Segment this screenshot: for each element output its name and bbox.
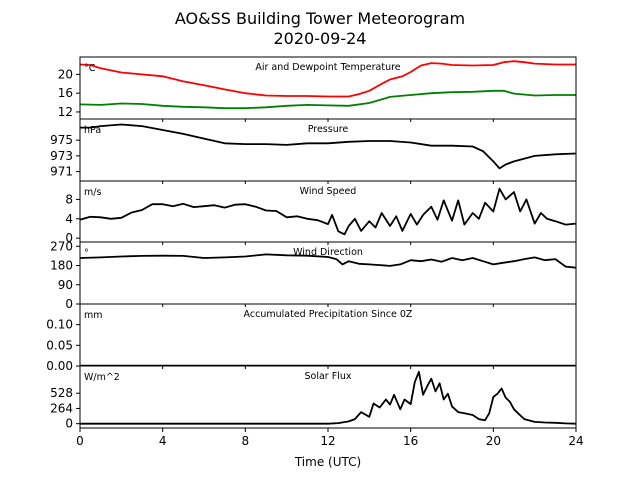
series-line-wind_speed-0 (80, 187, 576, 236)
panel-title: Accumulated Precipitation Since 0Z (244, 309, 413, 320)
y-tick-label: 971 (50, 165, 73, 179)
panel-temp: 20 16 12 °C Air and Dewpoint Temperature (58, 56, 577, 122)
y-tick-label: 0.00 (46, 359, 73, 373)
y-tick-label: 528 (50, 386, 73, 400)
panel-wind_speed: 8 4 0 m/s Wind Speed (65, 180, 577, 245)
x-tick-label: 16 (403, 434, 418, 448)
panel-pressure: 975 973 971 hPa Pressure (50, 118, 577, 184)
y-tick-label: 20 (58, 67, 73, 81)
y-tick-label: 973 (50, 149, 73, 163)
panel-unit: W/m^2 (84, 372, 120, 383)
x-tick-label: 4 (159, 434, 167, 448)
y-tick-label: 90 (58, 278, 73, 292)
y-tick-label: 0 (65, 297, 73, 311)
series-line-pressure-0 (80, 123, 576, 170)
y-tick-label: 180 (50, 259, 73, 273)
panel-title: Pressure (308, 124, 349, 135)
y-tick-label: 8 (65, 192, 73, 206)
panel-title: Air and Dewpoint Temperature (255, 62, 400, 73)
y-tick-label: 264 (50, 401, 73, 415)
panel-wind_dir: 270 180 90 0 ° Wind Direction (50, 239, 577, 311)
y-tick-label: 975 (50, 133, 73, 147)
panel-title: Wind Direction (293, 247, 363, 258)
y-tick-label: 270 (50, 239, 73, 253)
series-line-temp-1 (80, 89, 576, 110)
x-tick-label: 8 (242, 434, 250, 448)
x-tick-label: 24 (568, 434, 583, 448)
series-line-temp-0 (80, 60, 576, 98)
chart-subtitle: 2020-09-24 (274, 29, 367, 48)
y-tick-label: 0.05 (46, 338, 73, 352)
series-line-solar-0 (80, 370, 576, 425)
x-tick-label: 0 (76, 434, 84, 448)
y-tick-label: 16 (58, 86, 73, 100)
y-tick-label: 0 (65, 231, 73, 245)
y-tick-label: 0.10 (46, 318, 73, 332)
y-tick-label: 12 (58, 105, 73, 119)
panel-unit: m/s (84, 187, 101, 198)
x-axis-label: Time (UTC) (294, 455, 361, 469)
panel-title: Wind Speed (300, 186, 357, 197)
x-tick-label: 12 (320, 434, 335, 448)
x-tick-label: 20 (486, 434, 501, 448)
panel-unit: °C (84, 63, 96, 74)
panel-unit: mm (84, 310, 103, 321)
panel-unit: hPa (84, 125, 101, 136)
series-line-wind_dir-0 (80, 253, 576, 269)
panel-unit: ° (84, 248, 89, 259)
panel-precip: 0.10 0.05 0.00 mm Accumulated Precipitation … (46, 303, 577, 373)
y-tick-label: 0 (65, 417, 73, 431)
chart-title: AO&SS Building Tower Meteorogram (175, 9, 465, 28)
panel-title: Solar Flux (305, 371, 352, 382)
y-tick-label: 4 (65, 212, 73, 226)
